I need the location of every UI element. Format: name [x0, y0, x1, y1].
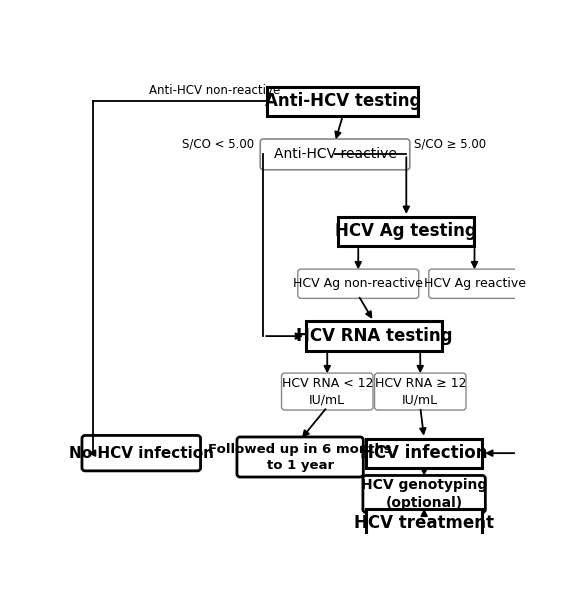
Text: No HCV infection: No HCV infection: [69, 446, 214, 461]
Text: HCV Ag non-reactive: HCV Ag non-reactive: [293, 277, 423, 290]
FancyBboxPatch shape: [267, 86, 418, 116]
Text: HCV Ag reactive: HCV Ag reactive: [423, 277, 526, 290]
Text: HCV treatment: HCV treatment: [354, 514, 494, 532]
Text: HCV Ag testing: HCV Ag testing: [335, 223, 477, 241]
FancyBboxPatch shape: [429, 269, 520, 298]
FancyBboxPatch shape: [260, 139, 410, 170]
Text: Anti-HCV reactive: Anti-HCV reactive: [273, 148, 396, 161]
Text: HCV RNA < 12
IU/mL: HCV RNA < 12 IU/mL: [281, 377, 373, 406]
Text: S/CO ≥ 5.00: S/CO ≥ 5.00: [415, 137, 487, 151]
Text: HCV RNA ≥ 12
IU/mL: HCV RNA ≥ 12 IU/mL: [375, 377, 466, 406]
Text: HCV genotyping
(optional): HCV genotyping (optional): [361, 478, 487, 509]
Text: HCV infection: HCV infection: [360, 444, 488, 462]
FancyBboxPatch shape: [281, 373, 373, 410]
Text: Anti-HCV testing: Anti-HCV testing: [265, 92, 421, 110]
Text: S/CO < 5.00: S/CO < 5.00: [182, 137, 254, 151]
FancyBboxPatch shape: [366, 509, 482, 538]
Text: Anti-HCV non-reactive: Anti-HCV non-reactive: [149, 83, 280, 97]
FancyBboxPatch shape: [306, 322, 442, 351]
FancyBboxPatch shape: [363, 475, 486, 512]
FancyBboxPatch shape: [237, 437, 363, 477]
FancyBboxPatch shape: [366, 439, 482, 468]
FancyBboxPatch shape: [339, 217, 474, 246]
Text: Followed up in 6 months
to 1 year: Followed up in 6 months to 1 year: [208, 443, 392, 472]
Text: HCV RNA testing: HCV RNA testing: [296, 327, 452, 345]
FancyBboxPatch shape: [298, 269, 419, 298]
FancyBboxPatch shape: [82, 436, 201, 471]
FancyBboxPatch shape: [375, 373, 466, 410]
